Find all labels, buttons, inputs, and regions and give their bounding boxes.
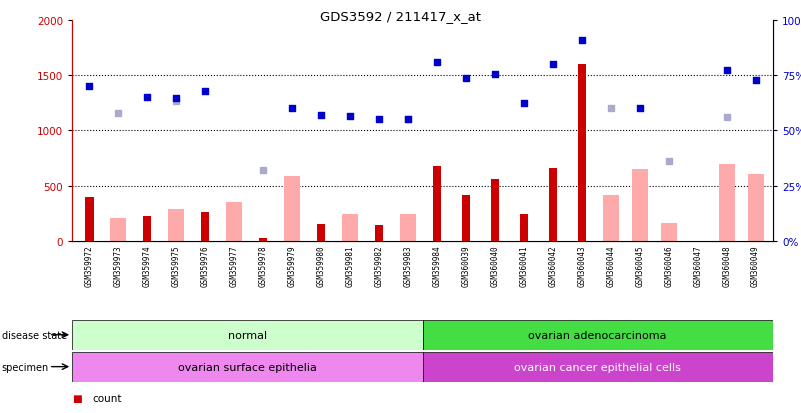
Point [286, 106, 299, 112]
Bar [661, 224, 677, 242]
Text: disease state: disease state [2, 330, 66, 340]
Text: ovarian cancer epithelial cells: ovarian cancer epithelial cells [514, 362, 681, 372]
Point [141, 95, 154, 101]
Point [170, 96, 183, 102]
Point [575, 37, 588, 44]
Bar [491, 180, 499, 242]
Bar [603, 195, 618, 242]
Bar [462, 195, 470, 242]
Point [662, 159, 675, 165]
Point [720, 114, 733, 121]
Bar [317, 225, 325, 242]
Text: GDS3592 / 211417_x_at: GDS3592 / 211417_x_at [320, 10, 481, 23]
Point [401, 117, 414, 123]
Text: ■: ■ [72, 393, 82, 403]
Bar [747, 174, 763, 242]
Bar [400, 214, 416, 242]
Text: ovarian surface epithelia: ovarian surface epithelia [178, 362, 316, 372]
Bar [168, 209, 184, 242]
Bar [72, 320, 423, 350]
Bar [342, 214, 358, 242]
Point [517, 100, 530, 107]
Bar [718, 164, 735, 242]
Point [431, 59, 444, 66]
Bar [227, 203, 242, 242]
Point [720, 67, 733, 74]
Point [634, 106, 646, 112]
Text: ovarian adenocarcinoma: ovarian adenocarcinoma [529, 330, 667, 340]
Text: normal: normal [227, 330, 267, 340]
Bar [423, 352, 773, 382]
Bar [111, 218, 127, 242]
Bar [578, 65, 586, 242]
Point [401, 117, 414, 123]
Bar [375, 225, 383, 242]
Point [170, 98, 183, 104]
Point [315, 112, 328, 119]
Bar [549, 169, 557, 242]
Bar [520, 214, 528, 242]
Bar [86, 197, 94, 242]
Bar [433, 166, 441, 242]
Bar [632, 170, 648, 242]
Text: count: count [92, 393, 122, 403]
Bar [201, 213, 209, 242]
Point [460, 76, 473, 83]
Text: specimen: specimen [2, 362, 49, 372]
Bar [260, 238, 268, 242]
Point [83, 83, 96, 90]
Point [257, 168, 270, 174]
Point [605, 106, 618, 112]
Point [344, 114, 356, 120]
Bar [72, 352, 423, 382]
Point [489, 71, 501, 78]
Bar [423, 320, 773, 350]
Point [199, 88, 211, 95]
Bar [284, 176, 300, 242]
Point [546, 62, 559, 68]
Bar [143, 216, 151, 242]
Point [112, 110, 125, 117]
Point [372, 117, 385, 123]
Point [749, 77, 762, 83]
